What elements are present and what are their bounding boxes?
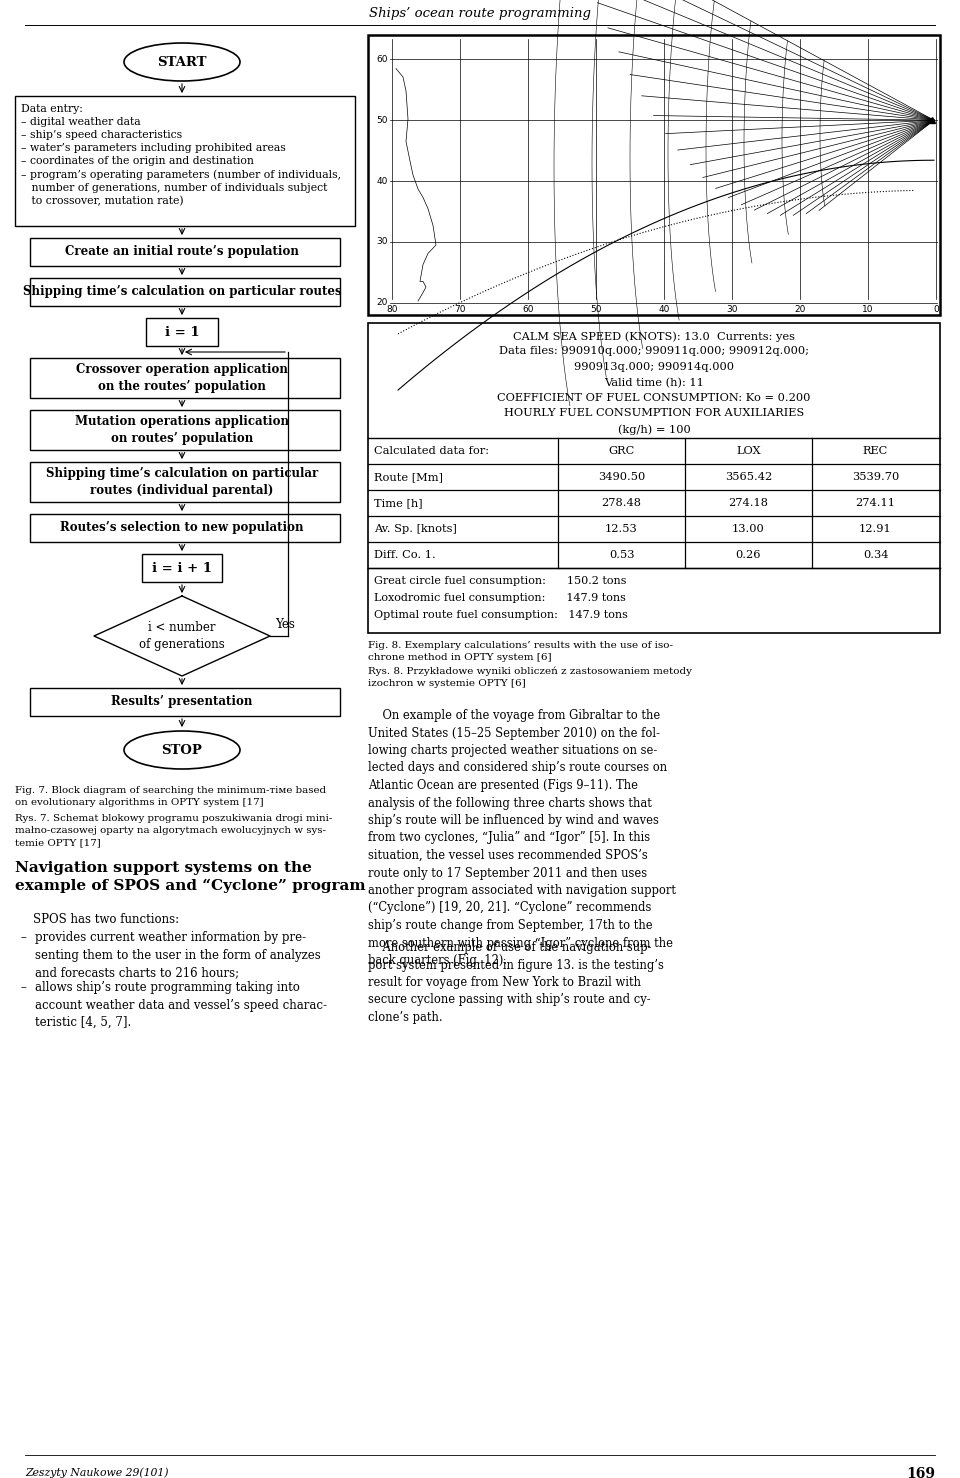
Text: –: – bbox=[20, 931, 26, 944]
Text: Shipping time’s calculation on particular
routes (individual parental): Shipping time’s calculation on particula… bbox=[46, 467, 318, 497]
Text: 10: 10 bbox=[862, 304, 874, 313]
Text: 30: 30 bbox=[727, 304, 737, 313]
Text: Yes: Yes bbox=[275, 618, 295, 631]
Text: GRC: GRC bbox=[609, 446, 635, 457]
Text: 0.26: 0.26 bbox=[735, 550, 761, 560]
Text: Fig. 7. Block diagram of searching the minimum-тіме based
on evolutionary algori: Fig. 7. Block diagram of searching the m… bbox=[15, 786, 326, 807]
Text: 274.11: 274.11 bbox=[855, 498, 896, 508]
Text: STOP: STOP bbox=[161, 743, 203, 757]
Text: i = 1: i = 1 bbox=[165, 325, 200, 338]
Text: 3490.50: 3490.50 bbox=[598, 471, 645, 482]
Text: Rys. 7. Schemat blokowy programu poszukiwania drogi mini-
małno-czasowej oparty : Rys. 7. Schemat blokowy programu poszuki… bbox=[15, 814, 332, 847]
Text: 169: 169 bbox=[906, 1468, 935, 1478]
Text: i = i + 1: i = i + 1 bbox=[152, 562, 212, 575]
Text: 0.53: 0.53 bbox=[609, 550, 635, 560]
Text: 40: 40 bbox=[659, 304, 670, 313]
Text: HOURLY FUEL CONSUMPTION FOR AUXILIARIES: HOURLY FUEL CONSUMPTION FOR AUXILIARIES bbox=[504, 408, 804, 418]
Text: 990913q.000; 990914q.000: 990913q.000; 990914q.000 bbox=[574, 362, 734, 372]
Text: 12.91: 12.91 bbox=[859, 525, 892, 534]
Text: Create an initial route’s population: Create an initial route’s population bbox=[65, 245, 299, 259]
Text: 0.34: 0.34 bbox=[863, 550, 888, 560]
Text: Another example of use of the navigation sup-
port system presented in figure 13: Another example of use of the navigation… bbox=[368, 941, 664, 1024]
Text: START: START bbox=[157, 56, 206, 68]
Text: Navigation support systems on the
example of SPOS and “Cyclone” program: Navigation support systems on the exampl… bbox=[15, 862, 366, 893]
Text: Great circle fuel consumption:      150.2 tons: Great circle fuel consumption: 150.2 ton… bbox=[374, 576, 627, 585]
Bar bbox=[30, 238, 340, 266]
Text: i < number
of generations: i < number of generations bbox=[139, 621, 225, 650]
Text: Mutation operations application
on routes’ population: Mutation operations application on route… bbox=[75, 415, 289, 445]
Text: 60: 60 bbox=[376, 55, 388, 64]
Bar bbox=[30, 278, 340, 306]
Text: LOX: LOX bbox=[736, 446, 761, 457]
Text: On example of the voyage from Gibraltar to the
United States (15–25 September 20: On example of the voyage from Gibraltar … bbox=[368, 709, 676, 967]
Text: Data entry:
– digital weather data
– ship’s speed characteristics
– water’s para: Data entry: – digital weather data – shi… bbox=[21, 103, 341, 207]
Text: 3539.70: 3539.70 bbox=[852, 471, 900, 482]
Bar bbox=[142, 554, 222, 582]
Text: Crossover operation application
on the routes’ population: Crossover operation application on the r… bbox=[76, 364, 288, 393]
Bar bbox=[30, 687, 340, 715]
Text: 60: 60 bbox=[522, 304, 534, 313]
Text: Loxodromic fuel consumption:      147.9 tons: Loxodromic fuel consumption: 147.9 tons bbox=[374, 593, 626, 603]
Text: 274.18: 274.18 bbox=[729, 498, 769, 508]
Text: allows ship’s route programming taking into
account weather data and vessel’s sp: allows ship’s route programming taking i… bbox=[35, 981, 327, 1029]
Text: 278.48: 278.48 bbox=[602, 498, 641, 508]
Text: 0: 0 bbox=[933, 304, 939, 313]
Text: Shipping time’s calculation on particular routes: Shipping time’s calculation on particula… bbox=[23, 285, 342, 299]
Text: CALM SEA SPEED (KNOTS): 13.0  Currents: yes: CALM SEA SPEED (KNOTS): 13.0 Currents: y… bbox=[513, 331, 795, 341]
Text: Routes’s selection to new population: Routes’s selection to new population bbox=[60, 522, 303, 535]
Text: 12.53: 12.53 bbox=[605, 525, 637, 534]
Bar bbox=[15, 96, 355, 226]
Text: Time [h]: Time [h] bbox=[374, 498, 422, 508]
Text: 80: 80 bbox=[386, 304, 397, 313]
Text: Optimal route fuel consumption:   147.9 tons: Optimal route fuel consumption: 147.9 to… bbox=[374, 610, 628, 619]
Text: Valid time (h): 11: Valid time (h): 11 bbox=[604, 377, 704, 387]
Polygon shape bbox=[94, 596, 270, 675]
Text: provides current weather information by pre-
senting them to the user in the for: provides current weather information by … bbox=[35, 931, 321, 978]
Ellipse shape bbox=[124, 732, 240, 769]
Text: Calculated data for:: Calculated data for: bbox=[374, 446, 489, 457]
Text: Av. Sp. [knots]: Av. Sp. [knots] bbox=[374, 525, 457, 534]
Text: Zeszyty Naukowe 29(101): Zeszyty Naukowe 29(101) bbox=[25, 1468, 169, 1478]
Text: 13.00: 13.00 bbox=[732, 525, 765, 534]
Bar bbox=[368, 35, 940, 315]
Text: 50: 50 bbox=[590, 304, 602, 313]
Text: SPOS has two functions:: SPOS has two functions: bbox=[33, 913, 180, 927]
Text: Route [Mm]: Route [Mm] bbox=[374, 471, 443, 482]
Text: 20: 20 bbox=[376, 299, 388, 307]
Text: 70: 70 bbox=[454, 304, 466, 313]
Text: 3565.42: 3565.42 bbox=[725, 471, 772, 482]
Text: 40: 40 bbox=[376, 176, 388, 186]
Bar bbox=[30, 463, 340, 503]
Text: –: – bbox=[20, 981, 26, 995]
Text: Diff. Co. 1.: Diff. Co. 1. bbox=[374, 550, 436, 560]
Text: REC: REC bbox=[863, 446, 888, 457]
Bar bbox=[368, 324, 940, 633]
Text: Results’ presentation: Results’ presentation bbox=[111, 696, 252, 708]
Text: 20: 20 bbox=[794, 304, 805, 313]
Bar bbox=[30, 358, 340, 398]
Bar bbox=[30, 514, 340, 542]
Text: 50: 50 bbox=[376, 115, 388, 124]
Text: Ships’ ocean route programming: Ships’ ocean route programming bbox=[369, 7, 591, 21]
Ellipse shape bbox=[124, 43, 240, 81]
Bar bbox=[146, 318, 218, 346]
Text: 30: 30 bbox=[376, 238, 388, 247]
Text: COEFFICIENT OF FUEL CONSUMPTION: Ko = 0.200: COEFFICIENT OF FUEL CONSUMPTION: Ko = 0.… bbox=[497, 393, 810, 403]
Text: (kg/h) = 100: (kg/h) = 100 bbox=[617, 424, 690, 435]
Bar bbox=[30, 409, 340, 449]
Text: Data files: 990910q.000; 990911q.000; 990912q.000;: Data files: 990910q.000; 990911q.000; 99… bbox=[499, 346, 809, 356]
Text: Fig. 8. Exemplary calculations’ results with the use of iso-
chrone method in OP: Fig. 8. Exemplary calculations’ results … bbox=[368, 641, 692, 689]
